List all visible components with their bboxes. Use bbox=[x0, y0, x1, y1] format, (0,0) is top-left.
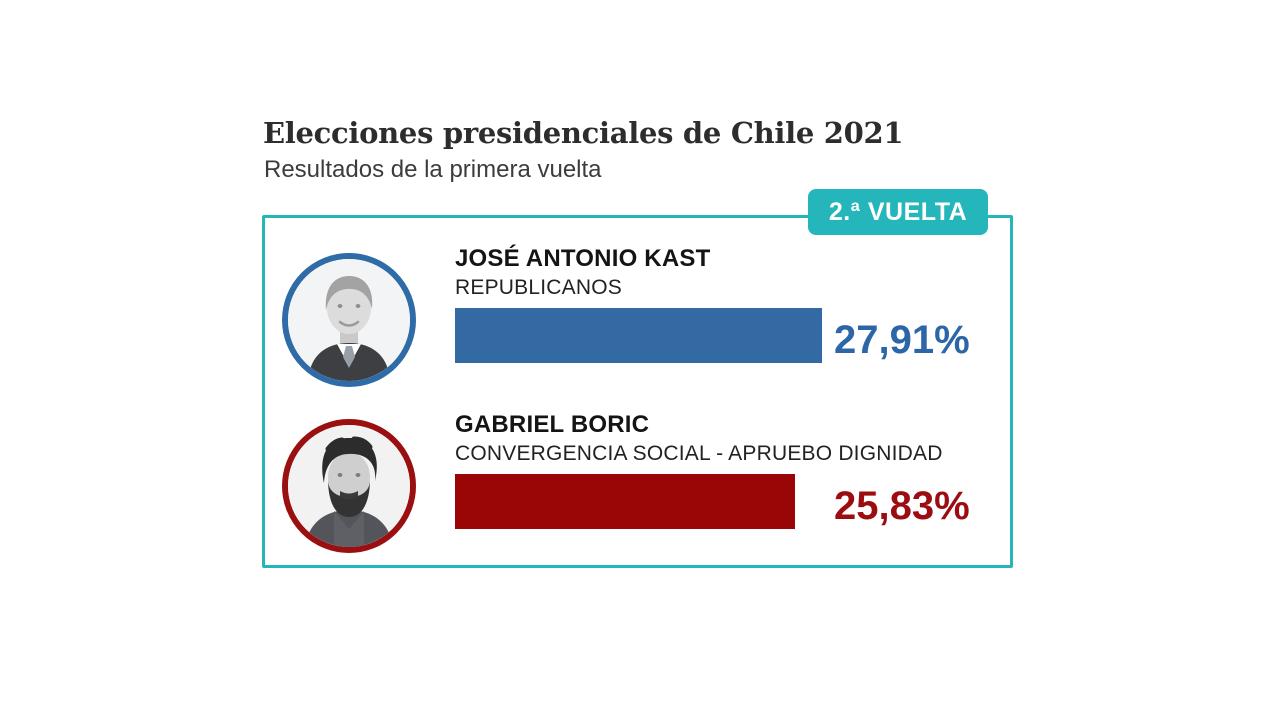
boric-portrait-illustration bbox=[288, 425, 410, 547]
candidate-row-boric: GABRIEL BORIC CONVERGENCIA SOCIAL - APRU… bbox=[280, 411, 1010, 563]
candidate-name: GABRIEL BORIC bbox=[455, 411, 650, 438]
candidate-party: REPUBLICANOS bbox=[455, 276, 622, 299]
kast-portrait-illustration bbox=[288, 259, 410, 381]
candidate-name: JOSÉ ANTONIO KAST bbox=[455, 245, 711, 272]
boric-portrait bbox=[282, 419, 416, 553]
result-bar-boric bbox=[455, 474, 795, 529]
result-value-kast: 27,91% bbox=[834, 318, 970, 362]
candidate-row-kast: JOSÉ ANTONIO KAST REPUBLICANOS 27,91% bbox=[280, 245, 1010, 397]
page-subtitle: Resultados de la primera vuelta bbox=[264, 156, 602, 183]
candidate-party: CONVERGENCIA SOCIAL - APRUEBO DIGNIDAD bbox=[455, 442, 943, 465]
page-title: Elecciones presidenciales de Chile 2021 bbox=[263, 116, 904, 150]
second-round-badge-label: 2.ª VUELTA bbox=[828, 197, 968, 226]
result-value-boric: 25,83% bbox=[834, 484, 970, 528]
second-round-badge: 2.ª VUELTA bbox=[808, 189, 988, 235]
result-bar-track bbox=[455, 474, 822, 529]
kast-portrait bbox=[282, 253, 416, 387]
result-bar-kast bbox=[455, 308, 822, 363]
result-bar-track bbox=[455, 308, 822, 363]
